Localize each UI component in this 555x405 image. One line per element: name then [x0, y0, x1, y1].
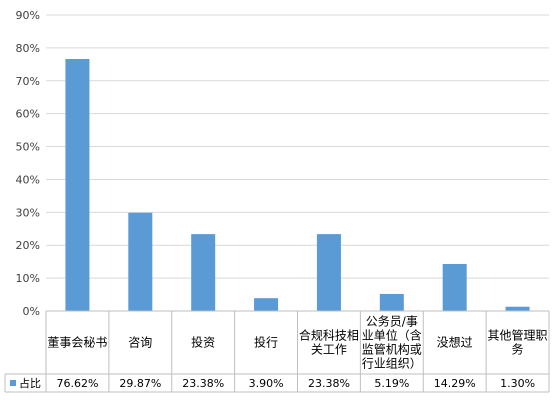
y-tick-label: 80% — [16, 42, 40, 55]
y-tick-label: 90% — [16, 9, 40, 22]
y-tick-label: 20% — [16, 239, 40, 252]
value-label: 3.90% — [249, 377, 284, 390]
legend-label: 占比 — [19, 376, 41, 390]
y-tick-label: 70% — [16, 75, 40, 88]
category-label: 公务员/事业单位（含监管机构或行业组织） — [362, 314, 422, 371]
y-tick-label: 60% — [16, 108, 40, 121]
y-tick-label: 0% — [23, 305, 40, 318]
bar — [128, 212, 153, 311]
value-label: 23.38% — [182, 377, 224, 390]
value-label: 76.62% — [56, 377, 98, 390]
legend-swatch — [10, 380, 16, 386]
bar — [505, 306, 530, 311]
bar — [254, 298, 279, 311]
category-label: 咨询 — [128, 335, 152, 350]
category-label: 合规科技相关工作 — [299, 328, 359, 357]
bar-series — [65, 59, 530, 311]
y-tick-label: 10% — [16, 272, 40, 285]
value-label: 14.29% — [434, 377, 476, 390]
y-tick-label: 50% — [16, 141, 40, 154]
bar — [379, 293, 404, 311]
value-label: 1.30% — [500, 377, 535, 390]
value-label: 29.87% — [119, 377, 161, 390]
value-label: 23.38% — [308, 377, 350, 390]
bar — [442, 264, 467, 311]
y-axis-ticks: 0% 10% 20% 30% 40% 50% 60% 70% 80% 90% — [16, 9, 40, 318]
gridlines — [46, 14, 549, 312]
category-label: 投资 — [191, 335, 215, 350]
y-tick-label: 40% — [16, 173, 40, 186]
value-label: 5.19% — [374, 377, 409, 390]
category-label: 投行 — [254, 335, 278, 350]
category-label: 没想过 — [437, 335, 473, 350]
bar — [65, 59, 90, 311]
category-label: 其他管理职务 — [488, 328, 548, 357]
y-tick-label: 30% — [16, 206, 40, 219]
bar — [316, 234, 341, 311]
bar — [191, 234, 216, 311]
category-label: 董事会秘书 — [47, 336, 107, 350]
